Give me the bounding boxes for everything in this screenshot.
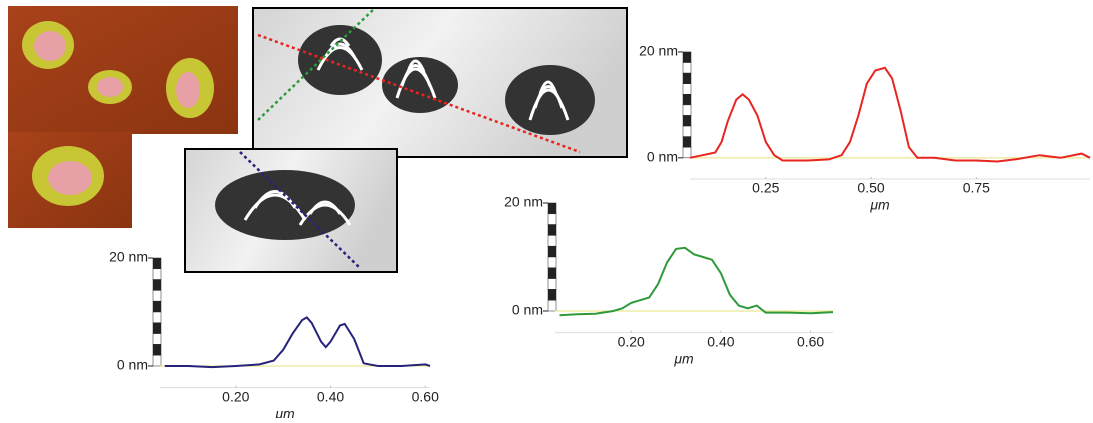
scale-bar [152, 354, 162, 367]
scale-bar [682, 51, 692, 63]
x-tick-label: 0.20 [618, 333, 645, 349]
x-tick-label: 0.60 [412, 388, 439, 404]
x-axis-label: μm [274, 405, 295, 418]
scale-bar [152, 279, 162, 291]
x-tick-label: 0.50 [857, 180, 884, 196]
scale-bar [152, 322, 162, 334]
scale-bar [152, 333, 162, 345]
3d-image [252, 7, 628, 158]
x-axis-label: μm [673, 350, 694, 366]
scale-bar [152, 290, 162, 302]
scale-bar [682, 83, 692, 95]
y-tick-label: 20 nm [109, 249, 148, 265]
scale-bar [682, 94, 692, 106]
afm-image [8, 6, 238, 134]
y-tick-label: 0 nm [647, 149, 678, 165]
scale-bar [682, 104, 692, 116]
scale-bar [547, 224, 557, 236]
scale-bar [682, 125, 692, 137]
scale-bar [152, 268, 162, 280]
profile-line [559, 246, 834, 317]
scale-bar [682, 115, 692, 127]
x-tick-label: 0.20 [222, 388, 249, 404]
x-tick-label: 0.75 [963, 180, 990, 196]
x-tick-label: 0.25 [752, 180, 779, 196]
scale-bar [547, 299, 557, 312]
profile-line [689, 66, 1091, 163]
scale-bar [152, 300, 162, 313]
x-axis-label: μm [869, 197, 890, 213]
scale-bar [547, 235, 557, 247]
y-tick-label: 0 nm [117, 357, 148, 373]
3d-image [184, 148, 398, 273]
scale-bar [547, 278, 557, 290]
scale-bar [152, 344, 162, 356]
x-tick-label: 0.60 [797, 333, 824, 349]
y-tick-label: 0 nm [512, 302, 543, 318]
profile-line [164, 316, 431, 369]
scale-bar [547, 213, 557, 225]
scale-bar [682, 72, 692, 84]
y-tick-label: 20 nm [504, 194, 543, 210]
scale-bar [682, 136, 692, 148]
scale-bar [547, 267, 557, 279]
scale-bar [682, 146, 692, 159]
scale-bar [547, 289, 557, 301]
scale-bar [547, 245, 557, 258]
x-tick-label: 0.40 [707, 333, 734, 349]
y-tick-label: 20 nm [639, 43, 678, 59]
x-tick-label: 0.40 [317, 388, 344, 404]
scale-bar [547, 256, 557, 269]
scale-bar [547, 202, 557, 215]
scale-bar [682, 62, 692, 74]
scale-bar [152, 311, 162, 324]
scale-bar [152, 257, 162, 270]
afm-image [8, 132, 132, 228]
